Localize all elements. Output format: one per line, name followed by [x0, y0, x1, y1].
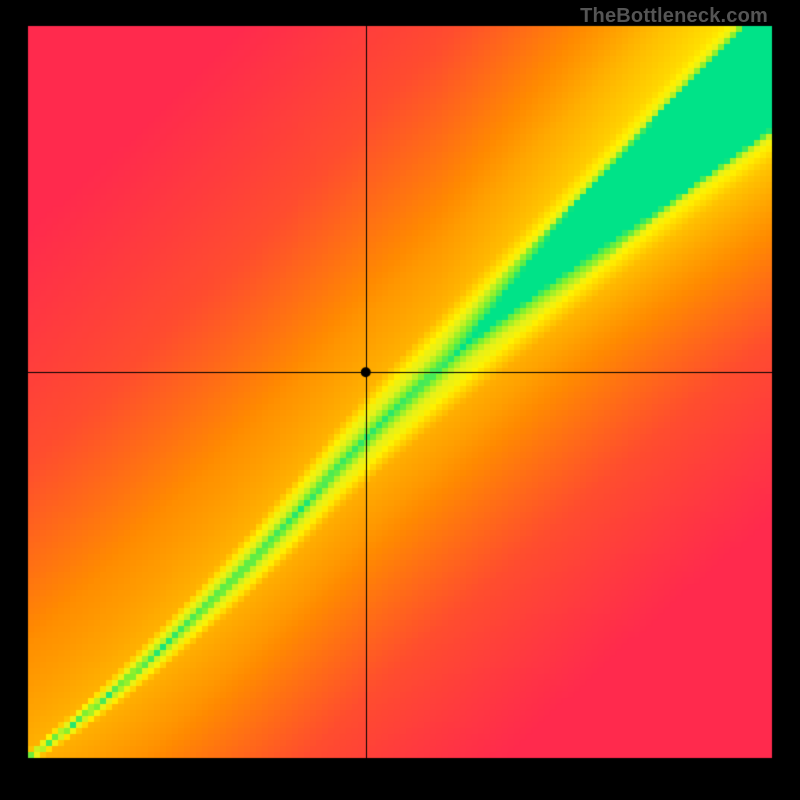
bottleneck-heatmap-canvas [0, 0, 800, 800]
chart-frame: TheBottleneck.com [0, 0, 800, 800]
watermark-text: TheBottleneck.com [580, 5, 768, 28]
